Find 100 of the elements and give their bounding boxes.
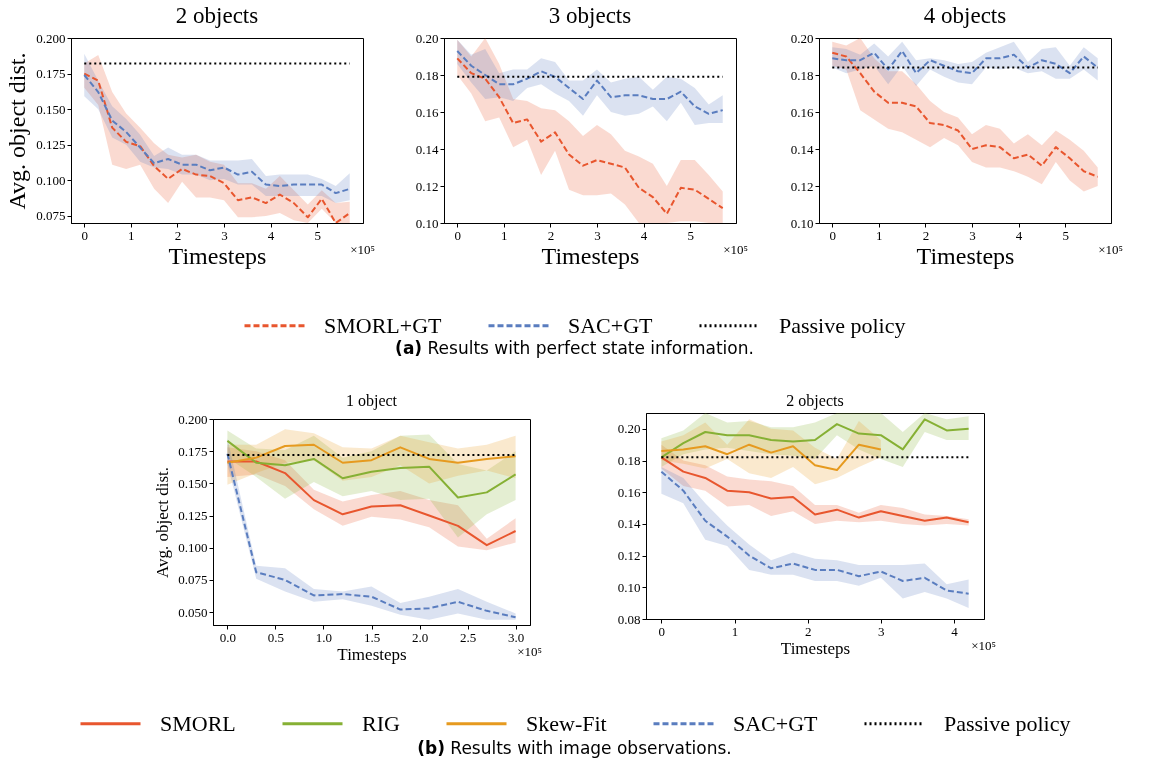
- x-tick-label: 2.5: [459, 629, 477, 645]
- y-tick-label: 0.125: [178, 508, 208, 524]
- y-tick-label: 0.200: [178, 411, 208, 427]
- y-tick-label: 0.14: [617, 516, 641, 532]
- x-tick-label: 5: [1062, 227, 1069, 243]
- x-tick-label: 5: [687, 227, 694, 243]
- chart-title: 2 objects: [175, 3, 259, 28]
- y-tick-label: 0.16: [617, 484, 641, 500]
- y-tick-label: 0.18: [617, 453, 641, 469]
- y-tick-label: 0.10: [617, 579, 641, 595]
- y-tick-label: 0.20: [790, 30, 814, 46]
- x-tick-label: 2: [922, 227, 930, 243]
- x-tick-label: 3: [969, 227, 976, 243]
- y-tick-label: 0.200: [36, 30, 66, 46]
- line-series: [226, 439, 517, 499]
- x-tick-label: 4: [267, 227, 275, 243]
- y-tick-label: 0.12: [617, 548, 641, 564]
- y-tick-label: 0.100: [178, 540, 208, 556]
- line-series: [83, 74, 351, 195]
- x-tick-label: 0.0: [219, 629, 237, 645]
- legend-label: SAC+GT: [732, 710, 818, 736]
- y-tick-label: 0.100: [36, 172, 66, 188]
- x-tick-label: 4: [1015, 227, 1023, 243]
- y-tick-label: 0.18: [415, 67, 439, 83]
- y-tick-label: 0.125: [36, 137, 66, 153]
- legend-label: Skew-Fit: [525, 710, 607, 736]
- y-tick-label: 0.12: [790, 178, 814, 194]
- x-tick-label: 1: [731, 623, 739, 639]
- x-axis-title: Timesteps: [780, 638, 851, 658]
- x-tick-label: 0: [658, 623, 666, 639]
- y-tick-label: 0.12: [415, 178, 439, 194]
- x-tick-label: 3: [594, 227, 601, 243]
- legend-label: SAC+GT: [568, 312, 654, 338]
- line-series: [226, 460, 517, 547]
- y-tick-label: 0.10: [415, 215, 439, 231]
- y-axis-title: Avg. object dist.: [153, 466, 173, 579]
- x-tick-label: 2: [174, 227, 182, 243]
- x-axis-title: Timesteps: [541, 242, 640, 269]
- x-tick-label: 5: [314, 227, 321, 243]
- y-tick-label: 0.175: [178, 443, 208, 459]
- x-tick-label: 2.0: [411, 629, 429, 645]
- chart-title: 3 objects: [548, 3, 632, 28]
- y-tick-label: 0.075: [178, 572, 208, 588]
- x-tick-label: 2: [547, 227, 555, 243]
- x-tick-label: 0.5: [267, 629, 285, 645]
- x-tick-label: 1: [501, 227, 508, 243]
- x-tick-label: 4: [640, 227, 648, 243]
- x-tick-label: 1: [876, 227, 883, 243]
- text: ×10⁵: [517, 644, 542, 659]
- y-tick-label: 0.16: [415, 104, 439, 120]
- y-tick-label: 0.14: [790, 141, 814, 157]
- x-tick-label: 0: [81, 227, 89, 243]
- x-tick-label: 1.5: [363, 629, 381, 645]
- line-series: [831, 51, 1099, 178]
- legend-label: SMORL+GT: [324, 312, 443, 338]
- legend-label: Passive policy: [943, 710, 1070, 736]
- x-tick-label: 0: [829, 227, 837, 243]
- y-tick-label: 0.050: [178, 604, 208, 620]
- text: (a) Results with perfect state information.: [394, 338, 755, 358]
- line-series: [660, 418, 970, 459]
- legend-label: SMORL: [159, 710, 236, 736]
- x-tick-label: 3: [221, 227, 228, 243]
- text: ×10⁵: [971, 638, 996, 653]
- y-tick-label: 0.20: [415, 30, 439, 46]
- line-series: [660, 443, 882, 472]
- y-tick-label: 0.150: [36, 101, 66, 117]
- legend-label: Passive policy: [779, 312, 906, 338]
- chart-title: 1 object: [345, 392, 398, 410]
- line-series: [456, 57, 724, 215]
- legend-label: RIG: [361, 710, 400, 736]
- chart-title: 2 objects: [786, 392, 844, 410]
- line-series: [226, 443, 517, 464]
- text: ×10⁵: [723, 242, 748, 257]
- y-tick-label: 0.14: [415, 141, 439, 157]
- y-tick-label: 0.16: [790, 104, 814, 120]
- y-tick-label: 0.075: [36, 208, 66, 224]
- x-axis-title: Timesteps: [168, 242, 267, 269]
- x-tick-label: 1.0: [315, 629, 333, 645]
- x-tick-label: 1: [128, 227, 135, 243]
- text: ×10⁵: [350, 242, 375, 257]
- y-tick-label: 0.08: [617, 611, 641, 627]
- y-tick-label: 0.18: [790, 67, 814, 83]
- text: ×10⁵: [1098, 242, 1123, 257]
- x-tick-label: 3: [878, 623, 885, 639]
- line-series: [660, 456, 970, 524]
- y-tick-label: 0.175: [36, 66, 66, 82]
- text: (b) Results with image observations.: [416, 738, 733, 758]
- x-axis-title: Timesteps: [916, 242, 1015, 269]
- y-tick-label: 0.20: [617, 421, 641, 437]
- x-tick-label: 2: [804, 623, 812, 639]
- x-axis-title: Timesteps: [337, 644, 407, 664]
- line-series: [831, 49, 1099, 75]
- x-tick-label: 3.0: [507, 629, 525, 645]
- y-axis-title: Avg. object dist.: [4, 52, 31, 210]
- chart-title: 4 objects: [923, 3, 1007, 28]
- x-tick-label: 4: [951, 623, 959, 639]
- line-series: [456, 49, 724, 115]
- x-tick-label: 0: [454, 227, 462, 243]
- y-tick-label: 0.10: [790, 215, 814, 231]
- y-tick-label: 0.150: [178, 475, 208, 491]
